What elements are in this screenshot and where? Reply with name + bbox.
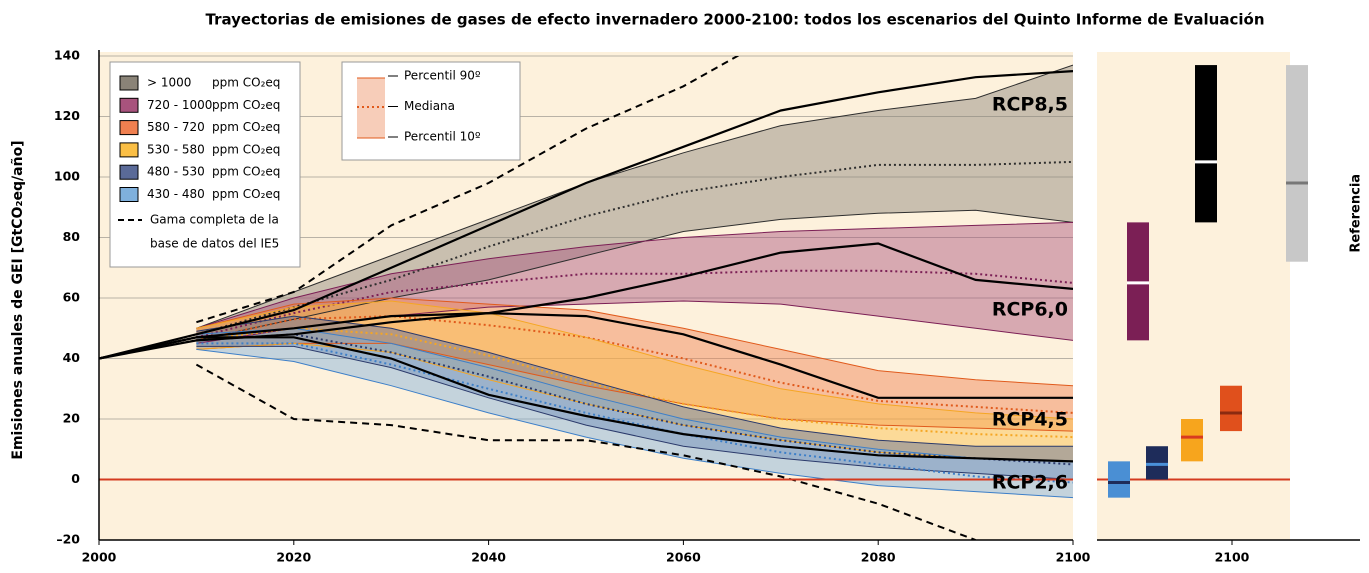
y-tick-label: 80 xyxy=(63,229,81,244)
band-edge xyxy=(196,327,1073,462)
band xyxy=(196,298,1073,432)
legend-band xyxy=(357,78,385,138)
range-bar xyxy=(1181,419,1203,462)
x-tick-label: 2080 xyxy=(861,550,896,565)
band xyxy=(196,65,1073,341)
reference-bar xyxy=(1286,65,1308,262)
legend-swatch xyxy=(119,164,139,180)
legend-label: 480 - 530 xyxy=(147,165,205,179)
band-edge xyxy=(196,297,1073,387)
full-range-line xyxy=(195,363,976,540)
x-tick-label: 2100 xyxy=(1215,550,1250,565)
rcp-label: RCP6,0 xyxy=(992,299,1068,321)
band-edge xyxy=(196,209,1073,341)
legend-unit: ppm CO₂eq xyxy=(212,76,280,90)
legend-swatch xyxy=(119,75,139,91)
legend-swatch xyxy=(119,142,139,158)
median-line xyxy=(196,160,1073,336)
x-tick-label: 2000 xyxy=(82,550,117,565)
legend-label: 530 - 580 xyxy=(147,142,205,156)
band xyxy=(196,222,1073,344)
rcp-label: RCP4,5 xyxy=(992,409,1068,431)
x-tick-label: 2040 xyxy=(471,550,506,565)
band-edge xyxy=(196,300,1073,420)
x-tick-label: 2020 xyxy=(276,550,311,565)
legend-label: 580 - 720 xyxy=(147,120,205,134)
band-edge xyxy=(196,348,1073,499)
legend-label: Percentil 90º xyxy=(404,69,481,83)
rcp-label: RCP8,5 xyxy=(992,94,1068,116)
range-bar xyxy=(1195,65,1217,223)
rcp-line xyxy=(99,311,1073,399)
legend-unit: ppm CO₂eq xyxy=(212,187,280,201)
y-tick-label: 120 xyxy=(54,108,80,123)
median-line xyxy=(196,315,1073,414)
range-bar xyxy=(1127,222,1149,341)
chart-title: Trayectorias de emisiones de gases de ef… xyxy=(205,11,1264,29)
legend-unit: ppm CO₂eq xyxy=(212,98,280,112)
x-tick-label: 2100 xyxy=(1056,550,1091,565)
legend-label: base de datos del IE5 xyxy=(150,237,279,251)
full-range-line xyxy=(196,56,740,324)
range-bar xyxy=(1146,446,1168,480)
y-tick-label: 60 xyxy=(63,290,81,305)
band-edge xyxy=(196,342,1073,432)
rcp-label: RCP2,6 xyxy=(992,472,1068,494)
y-tick-label: 40 xyxy=(63,350,81,365)
range-bar xyxy=(1108,461,1130,498)
legend-label: Percentil 10º xyxy=(404,130,481,144)
x-tick-label: 2060 xyxy=(666,550,701,565)
legend-label: 430 - 480 xyxy=(147,187,205,201)
reference-label: Referencia xyxy=(1349,174,1364,253)
band xyxy=(196,301,1073,462)
legend-label: 720 - 1000 xyxy=(147,98,212,112)
legend-label: > 1000 xyxy=(147,76,191,90)
rcp-line xyxy=(99,70,1073,360)
legend-label: Mediana xyxy=(404,99,455,113)
legend-unit: ppm CO₂eq xyxy=(212,120,280,134)
y-tick-label: 0 xyxy=(71,471,80,486)
legend-box xyxy=(109,61,301,268)
band xyxy=(196,316,1073,480)
legend-swatch xyxy=(119,187,139,202)
legend-unit: ppm CO₂eq xyxy=(212,165,280,179)
band xyxy=(196,328,1073,498)
y-tick-label: 100 xyxy=(54,169,80,184)
median-line xyxy=(196,269,1073,339)
y-tick-label: 20 xyxy=(63,411,81,426)
legend-label: Gama completa de la xyxy=(150,213,279,227)
band-edge xyxy=(196,345,1073,480)
legend-swatch xyxy=(119,120,139,136)
band-edge xyxy=(196,221,1073,329)
y-tick-label: –20 xyxy=(56,532,80,547)
rcp-line xyxy=(99,336,1073,463)
y-axis-label: Emisiones anuales de GEI [GtCO₂eq/año] xyxy=(10,140,26,459)
legend-unit: ppm CO₂eq xyxy=(212,142,280,156)
band-edge xyxy=(196,64,1073,329)
range-bar xyxy=(1220,385,1242,432)
legend-swatch xyxy=(119,97,139,113)
y-tick-label: 140 xyxy=(54,48,80,63)
